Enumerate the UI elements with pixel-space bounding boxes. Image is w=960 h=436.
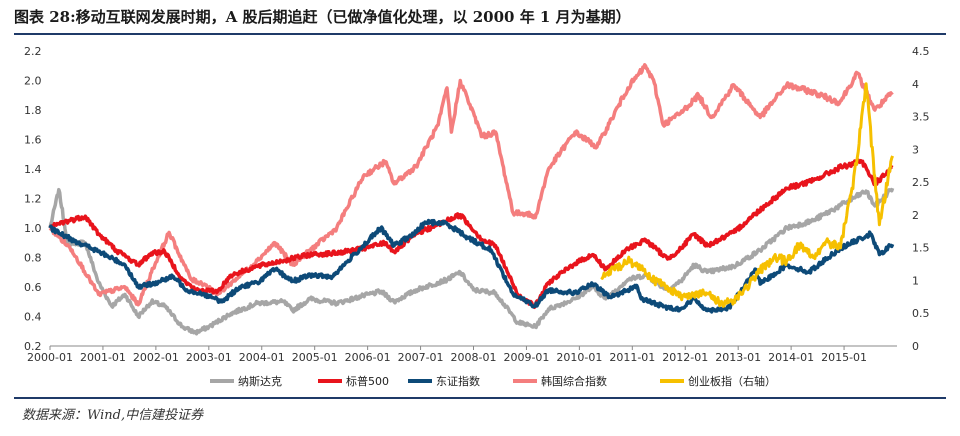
y-left-tick-label: 2.0 bbox=[24, 75, 42, 88]
x-tick-label: 2009-01 bbox=[503, 351, 549, 364]
y-right-tick-label: 1.5 bbox=[912, 242, 930, 255]
y-right-tick-label: 2.5 bbox=[912, 176, 930, 189]
legend: 纳斯达克 标普500 东证指数 韩国综合指数 创业板指（右轴） bbox=[210, 374, 776, 388]
x-tick-label: 2010-01 bbox=[556, 351, 602, 364]
x-tick-label: 2004-01 bbox=[239, 351, 285, 364]
axes: 0.2 0.4 0.6 0.8 1.0 1.2 1.4 1.6 1.8 2.0 2.2 0 0.5 1 1.… bbox=[24, 45, 930, 364]
legend-label-chinext: 创业板指（右轴） bbox=[688, 374, 776, 388]
series-line-kospi bbox=[48, 63, 894, 307]
x-tick-label: 2012-01 bbox=[662, 351, 708, 364]
x-tick-label: 2008-01 bbox=[451, 351, 497, 364]
y-left-tick-label: 1.0 bbox=[24, 222, 42, 235]
y-right-tick-label: 1 bbox=[912, 274, 919, 287]
y-right-tick-label: 2 bbox=[912, 209, 919, 222]
legend-label-sp500: 标普500 bbox=[346, 374, 389, 388]
title-rule bbox=[14, 33, 946, 35]
y-left-tick-label: 2.2 bbox=[24, 45, 42, 58]
series-line-sp500 bbox=[48, 158, 894, 310]
x-tick-label: 2006-01 bbox=[345, 351, 391, 364]
legend-label-nasdaq: 纳斯达克 bbox=[238, 375, 282, 388]
y-left-tick-label: 0.8 bbox=[24, 252, 42, 265]
y-left-tick-label: 0.4 bbox=[24, 311, 42, 324]
y-left-tick-label: 1.2 bbox=[24, 193, 42, 206]
y-left-tick-label: 1.8 bbox=[24, 104, 42, 117]
series-line-chinext bbox=[600, 82, 894, 308]
x-tick-label: 2015-01 bbox=[821, 351, 867, 364]
y-left-tick-label: 1.6 bbox=[24, 134, 42, 147]
y-right-tick-label: 3 bbox=[912, 143, 919, 156]
series-line-nasdaq bbox=[48, 187, 895, 336]
chart-title: 图表 28:移动互联网发展时期，A 股后期追赶（已做净值化处理，以 2000 年… bbox=[14, 8, 631, 26]
x-tick-label: 2011-01 bbox=[609, 351, 655, 364]
series-line-sse bbox=[48, 218, 895, 314]
y-right-tick-label: 4 bbox=[912, 78, 919, 91]
x-tick-label: 2000-01 bbox=[27, 351, 73, 364]
x-tick-label: 2002-01 bbox=[133, 351, 179, 364]
y-right-tick-label: 0 bbox=[912, 340, 919, 353]
x-tick-label: 2014-01 bbox=[768, 351, 814, 364]
y-right-tick-label: 0.5 bbox=[912, 307, 930, 320]
legend-label-sse: 东证指数 bbox=[436, 374, 480, 388]
x-tick-label: 2003-01 bbox=[186, 351, 232, 364]
y-left-tick-label: 0.6 bbox=[24, 281, 42, 294]
y-left-tick-label: 0.2 bbox=[24, 340, 42, 353]
source-note: 数据来源：Wind,中信建投证券 bbox=[22, 408, 204, 423]
y-right-tick-label: 3.5 bbox=[912, 111, 930, 124]
x-tick-label: 2005-01 bbox=[292, 351, 338, 364]
x-tick-label: 2007-01 bbox=[398, 351, 444, 364]
x-tick-label: 2013-01 bbox=[715, 351, 761, 364]
legend-label-kospi: 韩国综合指数 bbox=[541, 374, 607, 388]
y-right-tick-label: 4.5 bbox=[912, 45, 930, 58]
y-left-tick-label: 1.4 bbox=[24, 163, 42, 176]
series-lines bbox=[48, 63, 895, 336]
x-tick-label: 2001-01 bbox=[80, 351, 126, 364]
footer-rule bbox=[14, 397, 946, 399]
